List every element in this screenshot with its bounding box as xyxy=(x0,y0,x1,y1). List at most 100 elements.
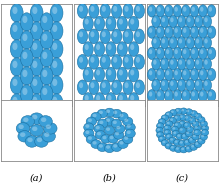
Circle shape xyxy=(199,5,207,17)
Circle shape xyxy=(177,15,186,28)
Circle shape xyxy=(119,95,123,101)
Circle shape xyxy=(94,16,105,31)
Circle shape xyxy=(52,115,57,122)
Circle shape xyxy=(184,122,191,129)
Circle shape xyxy=(106,42,116,57)
Circle shape xyxy=(30,112,43,130)
Circle shape xyxy=(92,141,97,145)
Circle shape xyxy=(130,70,134,75)
Circle shape xyxy=(111,80,122,95)
Circle shape xyxy=(177,79,186,91)
Circle shape xyxy=(97,132,101,135)
Circle shape xyxy=(32,25,37,32)
Circle shape xyxy=(117,67,127,82)
Circle shape xyxy=(92,114,97,117)
Circle shape xyxy=(106,67,116,82)
Circle shape xyxy=(209,7,212,12)
Circle shape xyxy=(10,58,23,76)
Circle shape xyxy=(30,130,43,148)
Circle shape xyxy=(32,97,37,104)
Circle shape xyxy=(149,70,152,75)
Circle shape xyxy=(129,42,139,57)
Circle shape xyxy=(125,6,129,12)
Circle shape xyxy=(201,135,204,137)
Circle shape xyxy=(77,4,88,18)
Circle shape xyxy=(16,123,30,134)
Circle shape xyxy=(158,136,166,142)
Circle shape xyxy=(180,141,183,144)
Circle shape xyxy=(180,122,183,124)
Circle shape xyxy=(180,128,183,131)
Circle shape xyxy=(40,103,53,121)
Circle shape xyxy=(12,25,18,32)
Circle shape xyxy=(170,138,173,141)
Circle shape xyxy=(198,138,205,144)
Circle shape xyxy=(171,111,174,113)
Circle shape xyxy=(156,90,165,102)
Circle shape xyxy=(89,29,99,44)
Circle shape xyxy=(99,111,103,114)
Circle shape xyxy=(22,88,27,95)
Circle shape xyxy=(106,119,110,122)
Circle shape xyxy=(148,47,156,60)
Circle shape xyxy=(187,60,191,65)
Circle shape xyxy=(52,97,57,104)
Circle shape xyxy=(153,60,157,65)
Circle shape xyxy=(10,40,23,58)
Circle shape xyxy=(183,28,186,33)
Circle shape xyxy=(111,29,122,44)
Circle shape xyxy=(169,117,176,124)
Circle shape xyxy=(183,92,186,97)
Circle shape xyxy=(100,54,110,69)
Circle shape xyxy=(157,132,164,138)
Circle shape xyxy=(186,132,189,134)
Circle shape xyxy=(182,134,185,137)
Circle shape xyxy=(157,7,161,12)
Circle shape xyxy=(10,76,23,94)
Circle shape xyxy=(50,112,63,130)
Circle shape xyxy=(185,123,188,126)
Circle shape xyxy=(20,132,25,137)
Circle shape xyxy=(173,26,182,38)
Circle shape xyxy=(111,4,122,18)
Circle shape xyxy=(12,79,18,86)
Circle shape xyxy=(153,17,157,22)
Circle shape xyxy=(157,123,164,129)
Text: (b): (b) xyxy=(103,173,116,182)
Circle shape xyxy=(173,47,182,60)
Circle shape xyxy=(199,26,207,38)
Circle shape xyxy=(186,37,194,49)
Circle shape xyxy=(149,28,152,33)
Circle shape xyxy=(149,49,152,54)
Circle shape xyxy=(125,57,129,63)
Circle shape xyxy=(179,39,182,43)
Circle shape xyxy=(88,136,92,140)
Circle shape xyxy=(42,16,47,23)
Circle shape xyxy=(177,37,186,49)
Circle shape xyxy=(40,31,53,49)
Circle shape xyxy=(182,5,190,17)
Circle shape xyxy=(102,6,106,12)
Circle shape xyxy=(162,39,165,43)
Circle shape xyxy=(192,121,199,127)
Circle shape xyxy=(174,122,181,129)
Circle shape xyxy=(167,122,170,124)
Text: (a): (a) xyxy=(30,173,43,182)
Circle shape xyxy=(23,118,28,122)
Circle shape xyxy=(162,17,165,22)
Circle shape xyxy=(171,126,178,132)
Circle shape xyxy=(207,26,216,38)
Circle shape xyxy=(123,4,133,18)
Circle shape xyxy=(96,70,100,75)
Circle shape xyxy=(203,79,212,91)
Circle shape xyxy=(187,127,190,130)
Circle shape xyxy=(184,139,191,146)
Circle shape xyxy=(18,131,31,142)
Circle shape xyxy=(152,15,160,28)
Circle shape xyxy=(83,42,93,57)
Circle shape xyxy=(110,136,114,139)
Circle shape xyxy=(185,116,188,119)
Circle shape xyxy=(125,31,129,37)
Circle shape xyxy=(188,117,196,124)
Circle shape xyxy=(86,135,96,144)
